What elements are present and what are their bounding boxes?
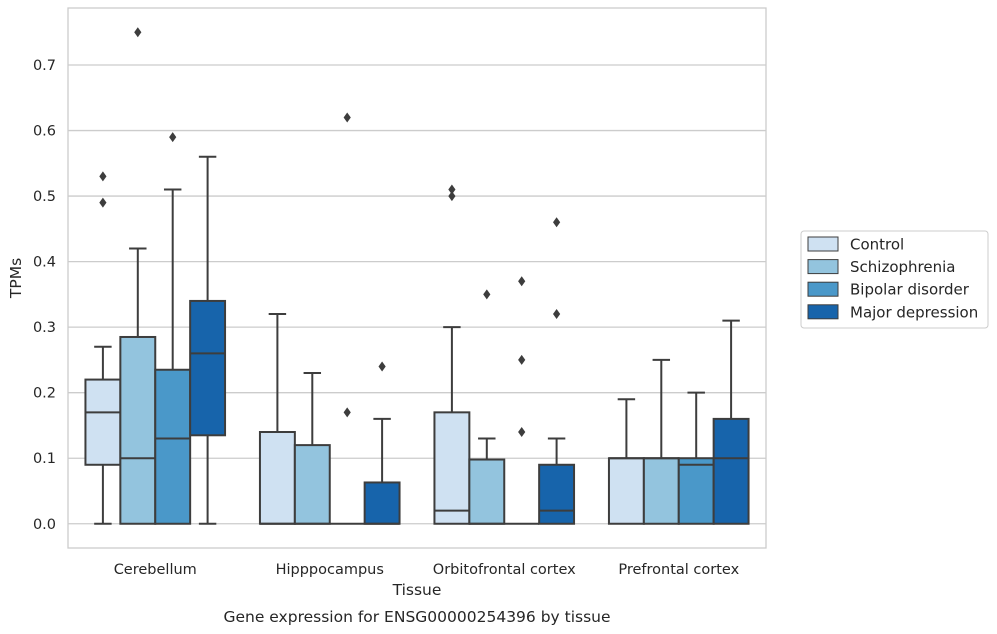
y-tick-label: 0.4 <box>33 255 56 271</box>
outlier-point <box>553 309 561 320</box>
legend: Control Schizophrenia Bipolar disorder Majo… <box>800 230 989 329</box>
box-major-depression <box>712 319 750 525</box>
y-tick-label: 0.2 <box>33 386 56 402</box>
box-major-depression <box>363 361 401 525</box>
outlier-point <box>553 217 561 228</box>
legend-label: Control <box>850 236 904 254</box>
box-bipolar-disorder <box>504 276 540 525</box>
legend-swatch <box>807 281 839 297</box>
box-control <box>607 398 645 525</box>
box-body <box>468 458 506 525</box>
box-body <box>677 457 715 525</box>
box-body <box>642 457 680 525</box>
box-bipolar-disorder <box>329 112 365 525</box>
y-tick-label: 0.6 <box>33 124 56 140</box>
box-body <box>712 417 750 525</box>
box-body <box>293 444 331 525</box>
x-tick-label: Orbitofrontal cortex <box>433 562 576 578</box>
box-body <box>258 431 296 525</box>
box-major-depression <box>189 155 227 525</box>
x-tick-labels: Cerebellum Hipppocampus Orbitofrontal cort… <box>114 562 740 578</box>
x-tick-label: Cerebellum <box>114 562 197 578</box>
box-body <box>363 481 401 525</box>
box-body <box>119 335 157 525</box>
y-tick-labels: 0.0 0.1 0.2 0.3 0.4 0.5 0.6 0.7 <box>33 58 56 533</box>
x-axis-label: Tissue <box>392 581 442 599</box>
outlier-point <box>343 112 351 123</box>
y-tick-label: 0.5 <box>33 189 56 205</box>
y-tick-label: 0.1 <box>33 451 56 467</box>
box-bipolar-disorder <box>677 391 715 525</box>
box-body <box>538 463 576 525</box>
legend-swatch <box>807 236 839 252</box>
boxes <box>84 27 750 525</box>
box-body <box>433 411 471 525</box>
x-tick-label: Prefrontal cortex <box>618 562 739 578</box>
outlier-point <box>448 184 456 195</box>
box-schizophrenia <box>293 372 331 525</box>
outlier-point <box>483 289 491 300</box>
outlier-point <box>378 361 386 372</box>
legend-swatch <box>807 304 839 320</box>
box-schizophrenia <box>468 289 506 525</box>
box-body <box>189 299 227 437</box>
box-body <box>154 368 192 525</box>
figure-caption: Gene expression for ENSG00000254396 by t… <box>223 608 610 626</box>
outlier-point <box>169 132 177 143</box>
y-tick-label: 0.3 <box>33 320 56 336</box>
legend-label: Major depression <box>850 303 978 321</box>
outlier-point <box>134 27 142 38</box>
legend-frame <box>800 230 989 329</box>
y-tick-label: 0.0 <box>33 517 56 533</box>
outlier-point <box>518 354 526 365</box>
legend-label: Schizophrenia <box>850 258 955 276</box>
box-body <box>84 378 122 466</box>
box-body <box>607 457 645 525</box>
outlier-point <box>448 191 456 202</box>
box-schizophrenia <box>642 358 680 525</box>
legend-swatch <box>807 259 839 275</box>
y-tick-label: 0.7 <box>33 58 56 74</box>
outlier-point <box>99 197 107 208</box>
box-control <box>258 313 296 525</box>
legend-label: Bipolar disorder <box>850 281 970 299</box>
outlier-point <box>343 407 351 418</box>
box-control <box>84 171 122 525</box>
box-schizophrenia <box>119 27 157 525</box>
x-tick-label: Hipppocampus <box>276 562 384 578</box>
box-bipolar-disorder <box>154 132 192 525</box>
plot-frame <box>67 7 767 549</box>
outlier-point <box>99 171 107 182</box>
outlier-point <box>518 276 526 287</box>
box-major-depression <box>538 217 576 525</box>
outlier-point <box>518 427 526 438</box>
y-axis-label: TPMs <box>7 258 25 299</box>
